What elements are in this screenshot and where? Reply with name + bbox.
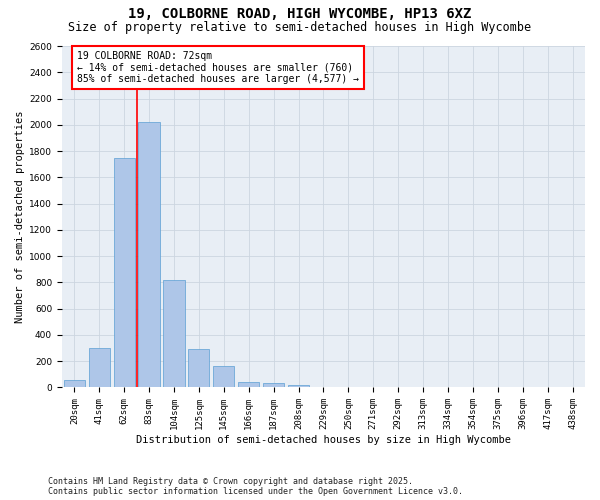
Bar xyxy=(113,158,135,388)
Text: Contains HM Land Registry data © Crown copyright and database right 2025.
Contai: Contains HM Land Registry data © Crown c… xyxy=(48,476,463,496)
Bar xyxy=(238,382,259,388)
X-axis label: Distribution of semi-detached houses by size in High Wycombe: Distribution of semi-detached houses by … xyxy=(136,435,511,445)
Bar xyxy=(263,383,284,388)
Text: 19, COLBORNE ROAD, HIGH WYCOMBE, HP13 6XZ: 19, COLBORNE ROAD, HIGH WYCOMBE, HP13 6X… xyxy=(128,8,472,22)
Bar xyxy=(163,280,185,388)
Y-axis label: Number of semi-detached properties: Number of semi-detached properties xyxy=(15,110,25,323)
Text: Size of property relative to semi-detached houses in High Wycombe: Size of property relative to semi-detach… xyxy=(68,21,532,34)
Bar xyxy=(139,122,160,388)
Bar xyxy=(288,385,309,388)
Bar xyxy=(213,366,235,388)
Bar xyxy=(188,350,209,388)
Bar xyxy=(64,380,85,388)
Text: 19 COLBORNE ROAD: 72sqm
← 14% of semi-detached houses are smaller (760)
85% of s: 19 COLBORNE ROAD: 72sqm ← 14% of semi-de… xyxy=(77,52,359,84)
Bar xyxy=(89,348,110,388)
